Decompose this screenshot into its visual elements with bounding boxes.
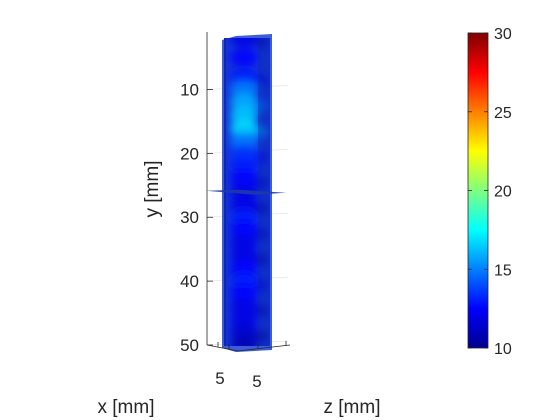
heatmap-cell (230, 106, 258, 125)
heatmap-cell (230, 195, 258, 214)
heatmap-cell (255, 74, 269, 87)
heatmap-cell (255, 38, 269, 49)
y-tick-label: 30 (180, 208, 199, 227)
heatmap-cell (255, 304, 269, 317)
heatmap-cell (255, 228, 269, 241)
axes-3d: 10 20 30 40 50 5 5 x [mm] z [mm] y [mm] (98, 32, 381, 418)
x-axis-label: x [mm] (98, 397, 155, 418)
heatmap-cell (230, 272, 258, 291)
heatmap-cell (255, 202, 269, 215)
heatmap-cell (230, 169, 258, 188)
colorbar-tick-label: 20 (494, 184, 512, 201)
heatmap-cell (255, 125, 269, 138)
heatmap-cell (230, 336, 258, 346)
heatmap-cell (255, 151, 269, 164)
heatmap-cell (230, 48, 258, 67)
heatmap-cell (255, 176, 269, 189)
heatmap-cell (230, 284, 258, 303)
x-axis-line (206, 344, 239, 352)
y-axis: 10 20 30 40 50 (180, 32, 213, 355)
heatmap-cell (230, 157, 258, 176)
heatmap-cell (255, 100, 269, 113)
colorbar-tick-label: 10 (494, 341, 512, 358)
colorbar-tick-label: 25 (494, 105, 512, 122)
y-tick-label: 10 (180, 80, 199, 99)
heatmap-intensity (230, 38, 269, 346)
z-tick-label: 5 (252, 372, 261, 391)
slice-heatmap (224, 38, 270, 346)
heatmap-cell (230, 131, 258, 150)
heatmap-cell (230, 259, 258, 278)
z-axis-label: z [mm] (324, 397, 381, 418)
heatmap-cell (230, 38, 258, 48)
y-tick-label: 50 (180, 336, 199, 355)
horizontal-slice-plane (206, 189, 286, 195)
heatmap-cell (255, 330, 269, 343)
heatmap-cell (230, 323, 258, 342)
heatmap-cell (230, 93, 258, 112)
heatmap-cell (255, 253, 269, 266)
y-tick-label: 40 (180, 272, 199, 291)
y-axis-label: y [mm] (142, 161, 163, 218)
heatmap-cell (230, 144, 258, 163)
y-tick-label: 20 (180, 144, 199, 163)
heatmap-cell (230, 80, 258, 99)
heatmap-cell (230, 233, 258, 252)
z-axis-line (237, 344, 291, 352)
heatmap-cell (230, 221, 258, 240)
heatmap-cell (255, 279, 269, 292)
colorbar-tick-label: 30 (494, 26, 512, 43)
colorbar: 10 15 20 25 30 (467, 26, 512, 358)
heatmap-cell (230, 118, 258, 137)
heatmap-cell (230, 67, 258, 86)
heatmap-cell (230, 208, 258, 227)
heatmap-cell (230, 246, 258, 265)
x-z-axes: 5 5 (206, 341, 291, 391)
x-tick-label: 5 (215, 369, 224, 388)
heatmap-cell (230, 310, 258, 329)
heatmap-cell (230, 297, 258, 316)
colorbar-tick-label: 15 (494, 262, 512, 279)
